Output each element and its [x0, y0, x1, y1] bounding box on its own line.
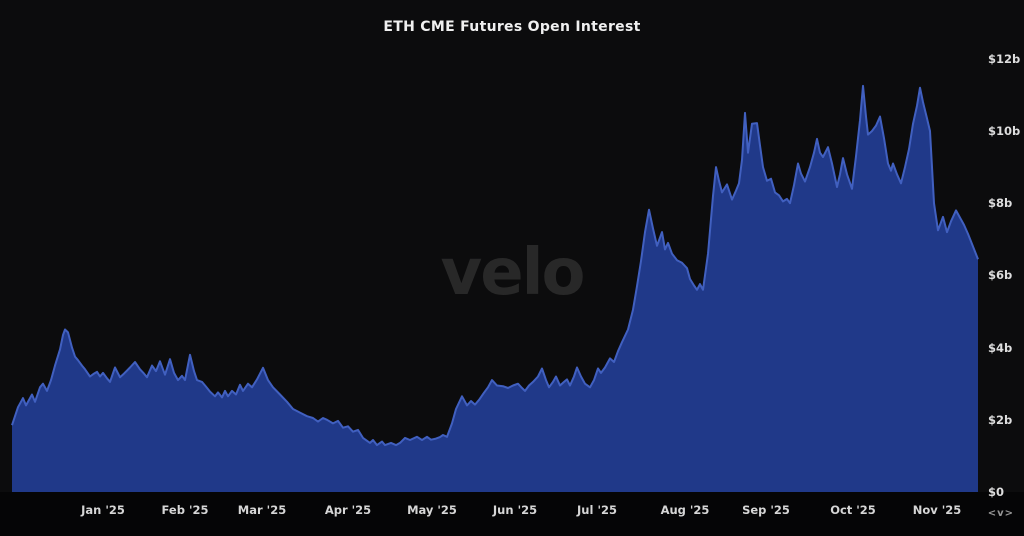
chart-title: ETH CME Futures Open Interest — [383, 19, 641, 35]
x-tick-label: Apr '25 — [324, 503, 372, 517]
x-tick-label: Aug '25 — [660, 503, 710, 517]
x-tick-label: Feb '25 — [161, 503, 209, 517]
area-fill-shape[interactable] — [12, 85, 978, 493]
x-tick-label: May '25 — [407, 503, 457, 517]
x-tick-label: Jul '25 — [577, 503, 617, 517]
y-tick-label: $12b — [988, 52, 1021, 66]
y-tick-label: $2b — [988, 413, 1013, 427]
y-tick-label: $4b — [988, 341, 1013, 355]
x-tick-label: Jun '25 — [492, 503, 538, 517]
x-tick-label: Oct '25 — [830, 503, 876, 517]
area-top-line — [11, 84, 979, 447]
x-tick-label: Sep '25 — [742, 503, 790, 517]
below-axis-strip — [0, 492, 1024, 536]
x-tick-label: Nov '25 — [912, 503, 962, 517]
x-tick-label: Jan '25 — [81, 503, 125, 517]
y-tick-label: $10b — [988, 124, 1021, 138]
y-tick-label: $8b — [988, 196, 1013, 210]
x-tick-label: Mar '25 — [237, 503, 287, 517]
y-tick-label: $0 — [988, 485, 1005, 499]
velo-watermark: velo — [440, 236, 585, 310]
velo-logo-mark: <v> — [987, 508, 1014, 519]
y-tick-label: $6b — [988, 268, 1013, 282]
